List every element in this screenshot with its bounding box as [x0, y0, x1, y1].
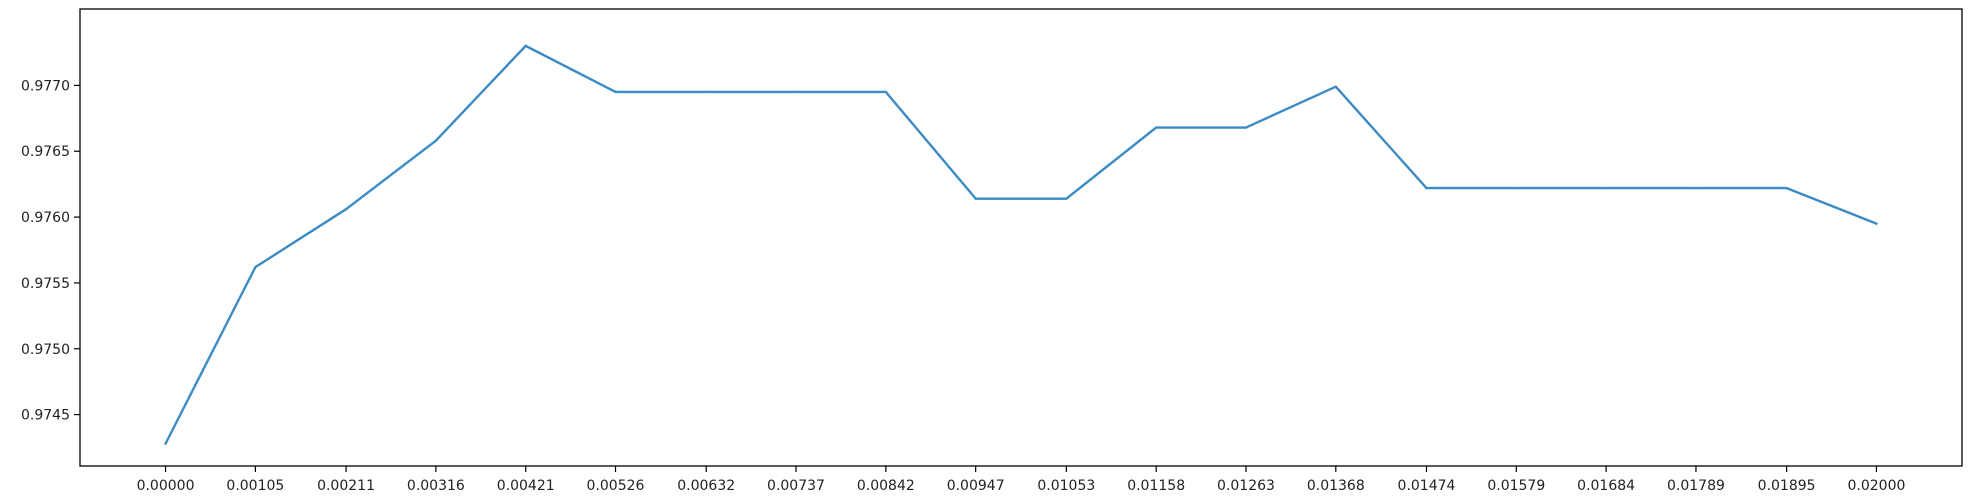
- series-line: [164, 44, 1878, 445]
- data-point: [704, 90, 708, 94]
- x-tick-label: 0.01895: [1758, 478, 1816, 494]
- data-point: [524, 44, 527, 48]
- x-tick-label: 0.00842: [857, 478, 915, 494]
- x-tick-label: 0.01684: [1577, 478, 1635, 494]
- data-point: [1425, 186, 1428, 190]
- x-tick-label: 0.01789: [1667, 478, 1725, 494]
- data-point: [794, 90, 798, 94]
- y-tick-label: 0.9745: [21, 408, 70, 424]
- data-point: [1785, 186, 1788, 190]
- data-point: [1334, 85, 1338, 88]
- y-tick-label: 0.9765: [21, 144, 70, 160]
- data-point: [164, 442, 167, 445]
- x-tick-label: 0.00526: [587, 478, 645, 494]
- x-tick-label: 0.01263: [1217, 478, 1275, 494]
- data-point: [1065, 197, 1068, 200]
- y-tick-label: 0.9750: [21, 342, 70, 358]
- data-point: [1154, 126, 1158, 129]
- data-point: [974, 197, 977, 200]
- data-point: [884, 90, 888, 94]
- data-point: [1244, 126, 1248, 129]
- data-point: [1515, 186, 1518, 190]
- data-point: [344, 207, 348, 211]
- x-tick-label: 0.01579: [1487, 478, 1545, 494]
- x-tick-label: 0.01474: [1398, 478, 1456, 494]
- x-tick-label: 0.00316: [407, 478, 465, 494]
- data-point: [1694, 186, 1698, 190]
- y-tick-label: 0.9755: [21, 276, 70, 292]
- x-tick-label: 0.01158: [1127, 478, 1185, 494]
- x-tick-label: 0.02000: [1848, 478, 1906, 494]
- y-tick-label: 0.9770: [21, 78, 70, 94]
- data-point: [1875, 222, 1878, 225]
- x-tick-label: 0.00105: [226, 478, 284, 494]
- x-tick-label: 0.00211: [317, 478, 375, 494]
- x-tick-label: 0.00000: [137, 478, 195, 494]
- data-point: [614, 90, 617, 94]
- x-tick-label: 0.00632: [677, 478, 735, 494]
- data-point: [1604, 186, 1608, 190]
- data-point: [434, 139, 438, 142]
- data-point: [254, 265, 257, 269]
- x-tick-label: 0.00421: [497, 478, 555, 494]
- x-tick-label: 0.01053: [1037, 478, 1095, 494]
- x-tick-label: 0.01368: [1307, 478, 1365, 494]
- x-tick-label: 0.00947: [947, 478, 1005, 494]
- plot-area: 0.9745 0.9750 0.9755 0.9760 0.9765 0.9770 0.00…: [21, 8, 1963, 494]
- y-tick-label: 0.9760: [21, 210, 70, 226]
- x-tick-label: 0.00737: [767, 478, 825, 494]
- plot-frame: [79, 8, 1963, 467]
